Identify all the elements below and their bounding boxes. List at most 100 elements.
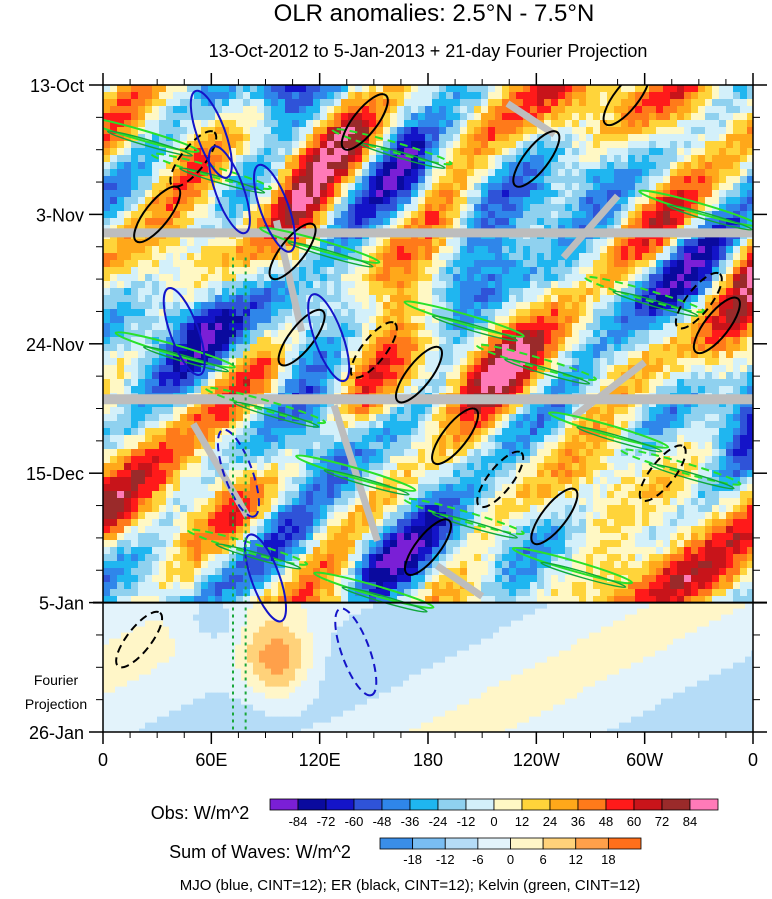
anomaly-cell — [474, 246, 482, 254]
anomaly-cell — [173, 281, 181, 289]
anomaly-cell — [362, 169, 370, 177]
anomaly-cell — [537, 99, 545, 107]
anomaly-cell — [656, 260, 664, 268]
anomaly-cell — [558, 414, 566, 422]
anomaly-cell — [348, 414, 356, 422]
anomaly-cell — [271, 316, 279, 324]
anomaly-cell — [194, 281, 202, 289]
anomaly-cell — [439, 253, 447, 261]
anomaly-cell — [208, 421, 216, 429]
anomaly-cell — [740, 449, 748, 457]
anomaly-cell — [124, 337, 132, 345]
anomaly-cell — [698, 127, 706, 135]
anomaly-cell — [425, 141, 433, 149]
anomaly-cell — [551, 106, 559, 114]
anomaly-cell — [649, 337, 657, 345]
anomaly-cell — [558, 127, 566, 135]
anomaly-cell — [453, 141, 461, 149]
anomaly-cell — [726, 302, 734, 310]
anomaly-cell — [747, 183, 753, 191]
anomaly-cell — [719, 449, 727, 457]
anomaly-cell — [719, 379, 727, 387]
anomaly-cell — [453, 204, 461, 212]
anomaly-cell — [579, 183, 587, 191]
anomaly-cell — [404, 372, 412, 380]
anomaly-cell — [621, 337, 629, 345]
anomaly-cell — [138, 344, 146, 352]
anomaly-cell — [383, 449, 391, 457]
anomaly-cell — [656, 267, 664, 275]
anomaly-cell — [453, 365, 461, 373]
anomaly-cell — [117, 176, 125, 184]
anomaly-cell — [285, 127, 293, 135]
anomaly-cell — [264, 330, 272, 338]
anomaly-cell — [110, 316, 118, 324]
anomaly-cell — [124, 246, 132, 254]
anomaly-cell — [432, 106, 440, 114]
anomaly-cell — [677, 141, 685, 149]
anomaly-cell — [166, 309, 174, 317]
anomaly-cell — [117, 246, 125, 254]
anomaly-cell — [740, 428, 748, 436]
anomaly-cell — [565, 442, 573, 450]
anomaly-cell — [691, 351, 699, 359]
anomaly-cell — [600, 344, 608, 352]
anomaly-cell — [740, 169, 748, 177]
anomaly-cell — [439, 169, 447, 177]
anomaly-cell — [642, 106, 650, 114]
anomaly-cell — [439, 449, 447, 457]
anomaly-cell — [558, 449, 566, 457]
anomaly-cell — [355, 120, 363, 128]
anomaly-cell — [446, 113, 454, 121]
anomaly-cell — [453, 246, 461, 254]
anomaly-cell — [467, 211, 475, 219]
anomaly-cell — [712, 176, 720, 184]
anomaly-cell — [719, 288, 727, 296]
anomaly-cell — [523, 309, 531, 317]
anomaly-cell — [397, 169, 405, 177]
anomaly-cell — [383, 379, 391, 387]
anomaly-cell — [425, 148, 433, 156]
anomaly-cell — [621, 309, 629, 317]
anomaly-cell — [453, 302, 461, 310]
anomaly-cell — [285, 183, 293, 191]
anomaly-cell — [313, 365, 321, 373]
anomaly-cell — [236, 330, 244, 338]
anomaly-cell — [586, 134, 594, 142]
anomaly-cell — [607, 211, 615, 219]
anomaly-cell — [691, 428, 699, 436]
anomaly-cell — [404, 148, 412, 156]
anomaly-cell — [474, 155, 482, 163]
anomaly-cell — [481, 134, 489, 142]
anomaly-cell — [278, 386, 286, 394]
anomaly-cell — [523, 85, 531, 93]
anomaly-cell — [271, 127, 279, 135]
anomaly-cell — [166, 365, 174, 373]
anomaly-cell — [341, 134, 349, 142]
anomaly-cell — [628, 337, 636, 345]
anomaly-cell — [243, 449, 251, 457]
anomaly-cell — [159, 421, 167, 429]
anomaly-cell — [271, 239, 279, 247]
anomaly-cell — [264, 148, 272, 156]
anomaly-cell — [327, 120, 335, 128]
anomaly-cell — [110, 197, 118, 205]
anomaly-cell — [432, 267, 440, 275]
anomaly-cell — [649, 414, 657, 422]
anomaly-cell — [621, 358, 629, 366]
anomaly-cell — [747, 295, 753, 303]
anomaly-cell — [432, 316, 440, 324]
anomaly-cell — [495, 428, 503, 436]
anomaly-cell — [509, 246, 517, 254]
anomaly-cell — [712, 344, 720, 352]
anomaly-cell — [159, 85, 167, 93]
anomaly-cell — [131, 309, 139, 317]
anomaly-cell — [502, 435, 510, 443]
anomaly-cell — [306, 386, 314, 394]
anomaly-cell — [187, 134, 195, 142]
anomaly-cell — [271, 309, 279, 317]
anomaly-cell — [411, 365, 419, 373]
anomaly-cell — [208, 358, 216, 366]
anomaly-cell — [432, 337, 440, 345]
anomaly-cell — [117, 414, 125, 422]
